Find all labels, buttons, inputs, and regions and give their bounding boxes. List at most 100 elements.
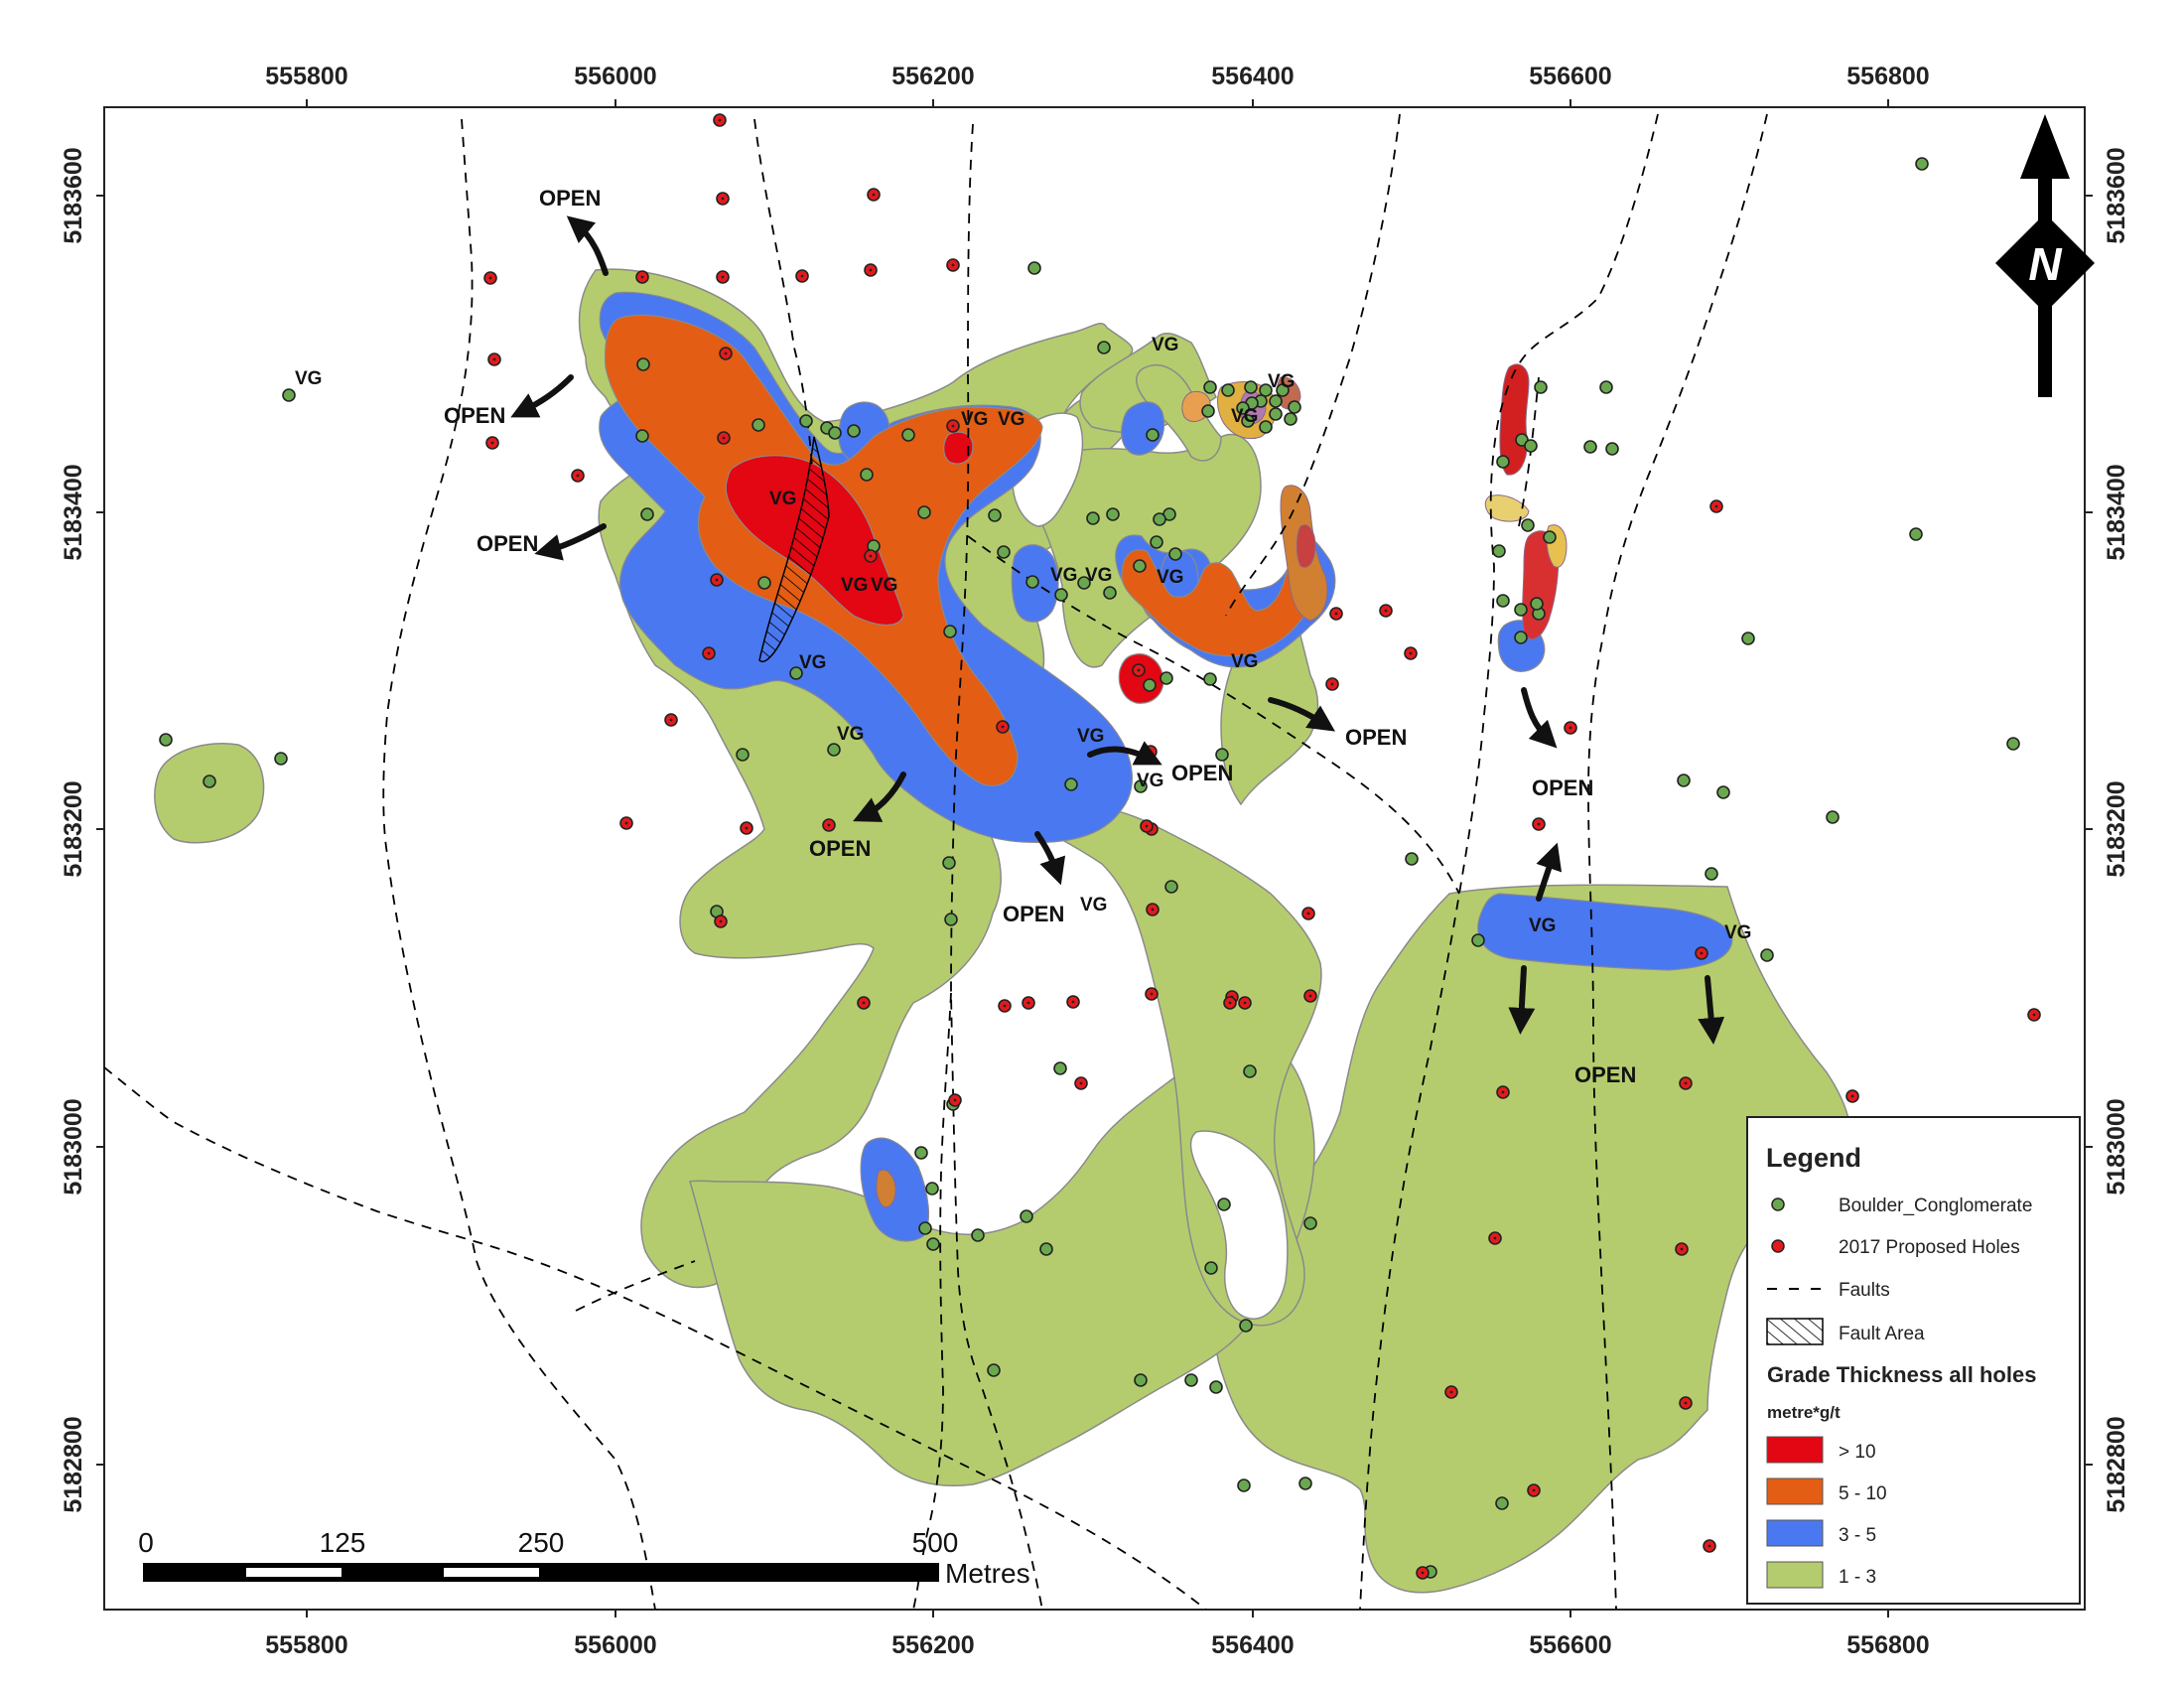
zone-gap — [1189, 1130, 1289, 1320]
boulder-hole — [827, 743, 841, 757]
hole-center — [576, 474, 580, 478]
fault-area — [758, 436, 830, 662]
legend-title: Legend — [1766, 1143, 1861, 1173]
boulder-hole — [1134, 779, 1148, 793]
scale-tick-label: 250 — [518, 1527, 565, 1558]
legend-item-label: 2017 Proposed Holes — [1839, 1237, 2020, 1258]
boulder-hole — [1164, 880, 1178, 894]
boulder-hole — [1605, 442, 1619, 456]
boulder-hole — [757, 576, 771, 590]
boulder-hole — [1269, 407, 1283, 421]
boulder-hole — [987, 1363, 1001, 1377]
open-label: OPEN — [809, 836, 871, 861]
hole-center — [1421, 1571, 1425, 1575]
open-label: OPEN — [1171, 761, 1233, 785]
hole-center — [1684, 1081, 1688, 1085]
boulder-hole — [1514, 603, 1528, 617]
boulder-hole — [1209, 1380, 1223, 1394]
hole-center — [1243, 1001, 1247, 1005]
hole-center — [745, 826, 749, 830]
x-tick-label: 556800 — [1846, 1631, 1929, 1659]
hole-center — [722, 436, 726, 440]
tick-marks — [96, 99, 2093, 1618]
boulder-hole — [1524, 439, 1538, 453]
boulder-hole — [640, 507, 654, 521]
y-tick-label: 5182800 — [60, 1416, 87, 1512]
hole-center — [869, 554, 873, 558]
boulder-hole — [1288, 400, 1301, 414]
boulder-hole — [1543, 530, 1557, 544]
boulder-hole — [1143, 678, 1157, 692]
boulder-hole — [917, 505, 931, 519]
boulder-hole — [1760, 948, 1774, 962]
y-tick-label: 5182800 — [2103, 1416, 2130, 1512]
grade-title: Grade Thickness all holes — [1767, 1362, 2036, 1387]
boulder-hole — [1259, 420, 1273, 434]
hole-center — [862, 1001, 866, 1005]
vg-label: VG — [295, 368, 322, 389]
hole-center — [1714, 504, 1718, 508]
hole-center — [1384, 609, 1388, 613]
y-tick-label: 5183200 — [2103, 780, 2130, 877]
boulder-hole — [1909, 527, 1923, 541]
boulder-hole — [1405, 852, 1419, 866]
boulder-hole — [1716, 785, 1730, 799]
boulder-hole — [1239, 1319, 1253, 1333]
vg-label: VG — [1268, 371, 1295, 392]
boulder-hole — [1064, 777, 1078, 791]
hole-center — [800, 274, 804, 278]
boulder-hole — [1150, 535, 1163, 549]
boulder-hole — [1103, 586, 1117, 600]
hole-center — [1145, 824, 1149, 828]
x-tick-label: 556400 — [1211, 1631, 1294, 1659]
hole-center — [1532, 1488, 1536, 1492]
x-tick-label: 555800 — [265, 63, 347, 90]
boulder-hole — [203, 774, 216, 788]
class-label: 5 - 10 — [1839, 1483, 1887, 1504]
proposed-holes-2017 — [483, 113, 2041, 1580]
hatched-box-icon — [1766, 1318, 1824, 1345]
boulder-hole — [1053, 1061, 1067, 1075]
hole-center — [951, 263, 955, 267]
boulder-hole — [944, 913, 958, 926]
y-axis-right: 5183600 5183400 5183200 5183000 5182800 — [2103, 147, 2130, 1512]
open-label: OPEN — [1532, 775, 1593, 800]
boulder-hole — [1530, 597, 1544, 611]
hole-center — [1330, 682, 1334, 686]
hole-center — [1537, 822, 1541, 826]
boulder-hole — [1471, 933, 1485, 947]
boulder-hole — [2006, 737, 2020, 751]
hole-center — [953, 1098, 957, 1102]
hole-center — [2032, 1013, 2036, 1017]
boulder-hole — [1153, 512, 1166, 526]
y-tick-label: 5183400 — [2103, 464, 2130, 560]
boulder-hole — [1221, 383, 1235, 397]
class-swatch-1-3 — [1766, 1561, 1824, 1589]
vg-label: VG — [841, 575, 868, 596]
boulder-hole — [1184, 1373, 1198, 1387]
hole-center — [1493, 1236, 1497, 1240]
boulder-hole — [799, 414, 813, 428]
red-dot-icon — [1771, 1239, 1785, 1253]
hole-center — [724, 352, 728, 355]
hole-center — [492, 357, 496, 361]
boulder-hole — [1496, 455, 1510, 469]
hole-center — [669, 718, 673, 722]
x-axis-bottom: 555800 556000 556200 556400 556600 55680… — [265, 1631, 1929, 1659]
vg-label: VG — [998, 409, 1024, 430]
legend-item-label: Boulder_Conglomerate — [1839, 1196, 2032, 1216]
x-tick-label: 556400 — [1211, 63, 1294, 90]
y-tick-label: 5183600 — [2103, 147, 2130, 243]
boulder-hole — [997, 545, 1011, 559]
boulder-hole — [1583, 440, 1597, 454]
boulder-hole — [159, 733, 173, 747]
hole-center — [624, 821, 628, 825]
boulder-hole — [1204, 1261, 1218, 1275]
boulder-hole — [1236, 401, 1250, 415]
hole-center — [1334, 612, 1338, 616]
boulder-hole — [943, 625, 957, 638]
hole-center — [827, 823, 831, 827]
vg-label: VG — [1152, 335, 1178, 355]
hole-center — [1850, 1094, 1854, 1098]
